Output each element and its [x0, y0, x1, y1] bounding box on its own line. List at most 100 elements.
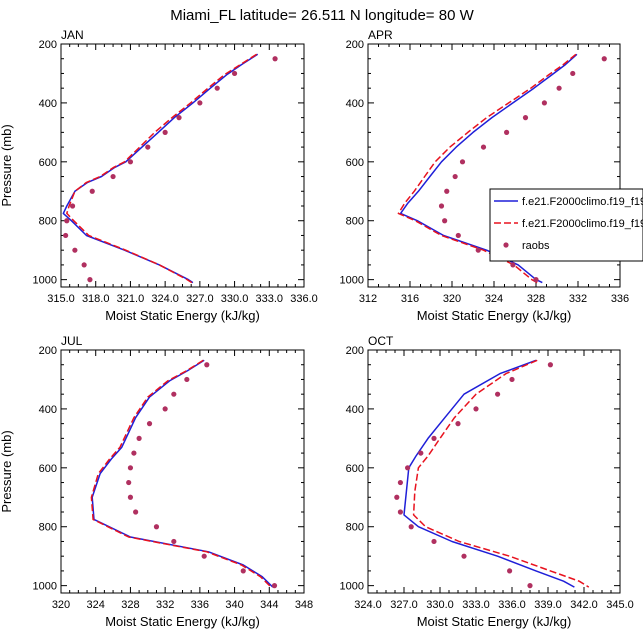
y-tick-label: 200	[346, 345, 364, 357]
x-tick-label: 324	[485, 293, 503, 305]
raobs-point	[240, 568, 246, 574]
raobs-point	[495, 391, 501, 397]
model-line-dashed	[66, 53, 258, 284]
x-tick-label: 336.0	[498, 599, 526, 611]
y-tick-label: 200	[39, 345, 57, 357]
series-group	[90, 359, 278, 589]
x-tick-label: 330.0	[426, 599, 454, 611]
panels: 315.0 318.0 321.0 324.0 327.0 330.0 333.0 336.0…	[0, 28, 643, 629]
raobs-point	[527, 583, 533, 589]
raobs-point	[408, 524, 414, 530]
raobs-point	[136, 435, 142, 441]
raobs-point	[541, 100, 548, 106]
raobs-point	[145, 144, 151, 150]
x-tick-label: 348	[295, 599, 313, 611]
raobs-point	[556, 85, 562, 91]
raobs-point	[397, 509, 403, 515]
raobs-point	[475, 247, 481, 253]
y-tick-label: 800	[39, 216, 57, 228]
x-tick-label: 333.0	[256, 293, 284, 305]
raobs-point	[204, 362, 210, 368]
x-tick-label: 328	[527, 293, 545, 305]
raobs-point	[63, 232, 69, 239]
raobs-point	[272, 56, 278, 62]
raobs-point	[394, 494, 400, 500]
raobs-point	[127, 465, 134, 471]
x-tick-label: 344	[260, 599, 278, 611]
x-tick-label: 339.0	[534, 599, 562, 611]
x-tick-label: 321.0	[117, 293, 145, 305]
raobs-point	[455, 232, 461, 239]
raobs-point	[570, 70, 576, 77]
y-tick-label: 1000	[340, 581, 364, 593]
x-tick-label: 332	[569, 293, 587, 305]
raobs-point	[171, 391, 177, 397]
raobs-point	[442, 218, 448, 224]
figure-title: Miami_FL latitude= 26.511 N longitude= 8…	[170, 7, 474, 24]
raobs-point	[197, 100, 203, 106]
panel-title: APR	[368, 28, 393, 42]
x-axis-label: Moist Static Energy (kJ/kg)	[417, 614, 572, 629]
y-tick-label: 400	[346, 404, 364, 416]
y-tick-label: 400	[39, 98, 57, 110]
series-group	[394, 359, 590, 589]
y-tick-label: 1000	[33, 581, 57, 593]
raobs-point	[431, 435, 437, 441]
raobs-point	[510, 262, 516, 268]
raobs-point	[201, 553, 207, 559]
raobs-point	[110, 173, 116, 180]
model-line-dashed	[90, 359, 272, 588]
raobs-point	[509, 376, 515, 383]
panel-title: JUL	[61, 334, 83, 348]
raobs-point	[81, 262, 87, 268]
raobs-point	[131, 450, 137, 456]
x-tick-label: 336.0	[290, 293, 318, 305]
raobs-point	[133, 509, 139, 515]
x-tick-label: 315.0	[47, 293, 75, 305]
legend: f.e21.F2000climo.f19_f19_mg17.PSH_releas…	[489, 188, 643, 262]
raobs-point	[162, 406, 168, 412]
raobs-point	[522, 115, 529, 121]
raobs-point	[153, 524, 160, 530]
raobs-point	[507, 568, 513, 574]
raobs-point	[431, 538, 437, 545]
x-tick-label: 342.0	[570, 599, 598, 611]
x-tick-label: 324.0	[151, 293, 179, 305]
y-tick-label: 1000	[33, 275, 57, 287]
y-tick-label: 400	[39, 404, 57, 416]
y-tick-label: 1000	[340, 275, 364, 287]
y-tick-label: 200	[39, 39, 57, 51]
raobs-point	[171, 538, 177, 545]
model-line-solid	[399, 53, 578, 284]
x-tick-label: 324	[87, 599, 105, 611]
x-tick-label: 336	[191, 599, 209, 611]
x-tick-label: 324.0	[354, 599, 382, 611]
y-tick-label: 400	[346, 98, 364, 110]
plot-frame	[60, 43, 305, 288]
x-tick-label: 327.0	[186, 293, 214, 305]
raobs-point	[405, 465, 411, 471]
x-tick-label: 333.0	[462, 599, 490, 611]
y-tick-label: 600	[346, 463, 364, 475]
model-line-dashed	[412, 359, 590, 588]
raobs-point	[418, 450, 424, 456]
y-tick-label: 600	[39, 157, 57, 169]
raobs-point	[271, 583, 278, 589]
series-group	[62, 53, 278, 284]
x-tick-label: 312	[359, 293, 377, 305]
y-tick-label: 200	[346, 39, 364, 51]
legend-marker	[503, 242, 509, 248]
raobs-point	[64, 218, 70, 224]
x-tick-label: 316	[401, 293, 419, 305]
x-tick-label: 320	[52, 599, 70, 611]
raobs-point	[176, 115, 182, 121]
raobs-point	[533, 277, 539, 283]
y-tick-label: 600	[39, 463, 57, 475]
raobs-point	[146, 421, 153, 427]
x-tick-label: 318.0	[82, 293, 110, 305]
x-tick-label: 345.0	[606, 599, 634, 611]
panel-oct: 324.0 327.0 330.0 333.0 336.0 339.0 342.0 345.0…	[340, 334, 634, 629]
x-tick-label: 328	[121, 599, 139, 611]
raobs-point	[455, 421, 461, 427]
